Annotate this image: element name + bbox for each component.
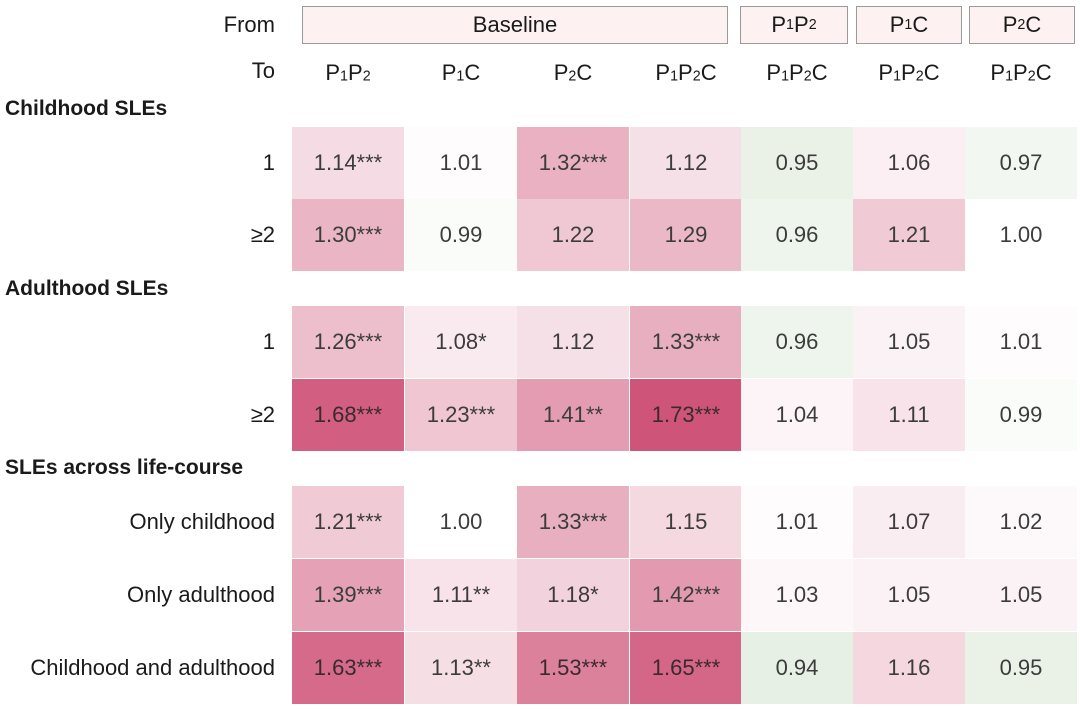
heatmap-cell: 1.21***	[292, 486, 404, 558]
to-column-label: P2C	[553, 60, 593, 85]
to-column-label: P1P2C	[878, 60, 940, 85]
heatmap-cell: 1.03	[741, 559, 853, 631]
heatmap-cell: 1.11	[853, 379, 965, 451]
row-label: Only adulthood	[127, 582, 275, 607]
heatmap-cell: 0.95	[965, 632, 1077, 704]
row-label: Childhood and adulthood	[30, 655, 275, 680]
heatmap-cell: 1.63***	[292, 632, 404, 704]
heatmap-cell: 1.68***	[292, 379, 404, 451]
heatmap-cell: 1.06	[853, 127, 965, 199]
heatmap-cell: 1.00	[405, 486, 517, 558]
to-column-label: P1C	[441, 60, 481, 85]
heatmap-cell: 0.99	[405, 199, 517, 271]
to-column-label: P1P2C	[990, 60, 1052, 85]
heatmap-cell: 1.73***	[630, 379, 742, 451]
heatmap-cell: 1.26***	[292, 306, 404, 378]
row-label: 1	[262, 329, 275, 354]
heatmap-cell: 1.33***	[630, 306, 742, 378]
section-heading: Adulthood SLEs	[5, 277, 169, 300]
row-label: ≥2	[250, 402, 275, 427]
heatmap-cell: 1.01	[741, 486, 853, 558]
heatmap-cell: 1.29	[630, 199, 742, 271]
row-label: Only childhood	[129, 509, 275, 534]
heatmap-cell: 1.11**	[405, 559, 517, 631]
heatmap-cell: 1.07	[853, 486, 965, 558]
heatmap-cell: 1.05	[965, 559, 1077, 631]
heatmap-cell: 1.21	[853, 199, 965, 271]
heatmap-cell: 0.95	[741, 127, 853, 199]
heatmap-cell: 1.00	[965, 199, 1077, 271]
to-column-label: P1P2	[325, 60, 371, 85]
heatmap-cell: 1.30***	[292, 199, 404, 271]
heatmap-cell: 1.05	[853, 559, 965, 631]
heatmap-cell: 1.65***	[630, 632, 742, 704]
heatmap-cell: 1.18*	[517, 559, 629, 631]
heatmap-cell: 1.13**	[405, 632, 517, 704]
heatmap-cell: 0.97	[965, 127, 1077, 199]
to-row-label: To	[251, 58, 275, 83]
heatmap-cell: 1.08*	[405, 306, 517, 378]
heatmap-cell: 1.02	[965, 486, 1077, 558]
section-heading: Childhood SLEs	[5, 97, 168, 120]
heatmap-cell: 1.32***	[517, 127, 629, 199]
heatmap-cell: 1.01	[405, 127, 517, 199]
row-label: 1	[262, 150, 275, 175]
heatmap-cell: 1.12	[630, 127, 742, 199]
to-column-label: P1P2C	[766, 60, 828, 85]
heatmap-cell: 1.23***	[405, 379, 517, 451]
section-heading: SLEs across life-course	[5, 456, 244, 479]
heatmap-cell: 0.96	[741, 199, 853, 271]
heatmap-cell: 1.14***	[292, 127, 404, 199]
heatmap-cell: 1.12	[517, 306, 629, 378]
heatmap-cell: 0.99	[965, 379, 1077, 451]
heatmap-cell: 1.39***	[292, 559, 404, 631]
from-group-header: Baseline	[302, 6, 728, 44]
heatmap-cell: 1.16	[853, 632, 965, 704]
heatmap-cell: 1.42***	[630, 559, 742, 631]
heatmap-cell: 1.15	[630, 486, 742, 558]
heatmap-cell: 0.96	[741, 306, 853, 378]
heatmap-cell: 0.94	[741, 632, 853, 704]
heatmap-cell: 1.05	[853, 306, 965, 378]
heatmap-cell: 1.33***	[517, 486, 629, 558]
to-column-label: P1P2C	[655, 60, 717, 85]
from-row-label: From	[223, 12, 275, 37]
row-label: ≥2	[250, 222, 275, 247]
heatmap-cell: 1.22	[517, 199, 629, 271]
heatmap-cell: 1.04	[741, 379, 853, 451]
heatmap-cell: 1.01	[965, 306, 1077, 378]
heatmap-cell: 1.53***	[517, 632, 629, 704]
heatmap-cell: 1.41**	[517, 379, 629, 451]
